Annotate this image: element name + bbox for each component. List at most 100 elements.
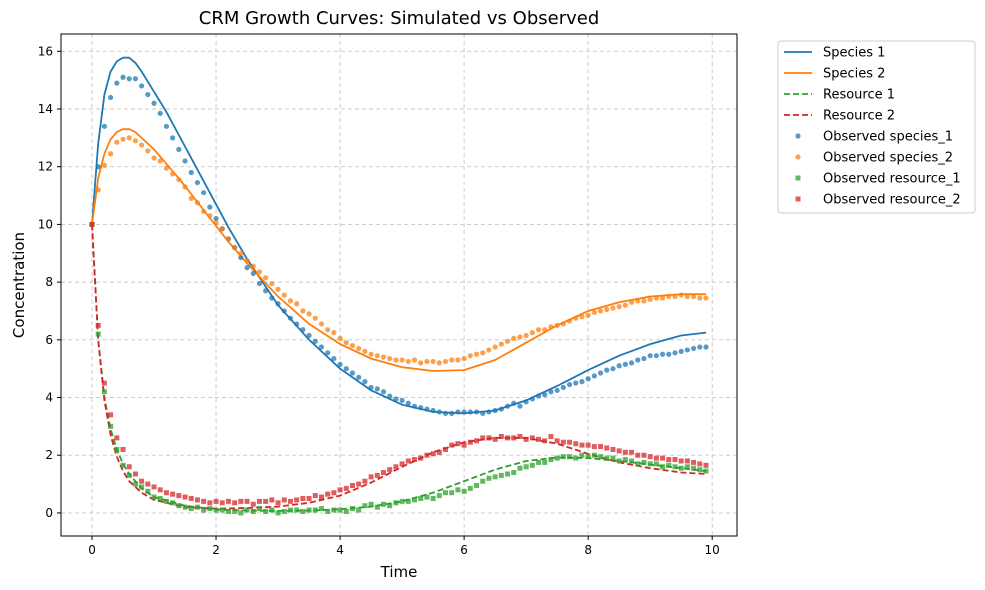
- data-point: [467, 353, 473, 359]
- data-point: [201, 507, 207, 513]
- x-tick-label: 10: [705, 543, 720, 557]
- data-point: [418, 405, 424, 411]
- data-point: [647, 454, 653, 460]
- y-tick-label: 2: [45, 448, 53, 462]
- data-point: [449, 357, 455, 363]
- data-point: [349, 483, 355, 489]
- data-point: [306, 332, 312, 339]
- data-point: [139, 478, 145, 484]
- data-point: [182, 504, 188, 510]
- data-point: [337, 361, 343, 367]
- data-point: [504, 338, 511, 344]
- data-point: [629, 458, 635, 464]
- data-point: [560, 454, 566, 460]
- data-point: [318, 494, 324, 500]
- data-point: [170, 491, 176, 497]
- data-point: [176, 503, 182, 509]
- data-point: [461, 488, 467, 494]
- data-point: [703, 344, 709, 350]
- legend-label: Species 1: [823, 46, 885, 61]
- data-point: [287, 498, 293, 504]
- data-point: [101, 389, 107, 395]
- data-point: [399, 498, 405, 504]
- data-point: [659, 295, 666, 301]
- data-point: [380, 470, 386, 476]
- x-axis-label: Time: [380, 563, 418, 581]
- data-point: [294, 507, 300, 513]
- series-line-0: [91, 56, 707, 415]
- data-point: [635, 461, 641, 467]
- data-point: [399, 397, 405, 404]
- data-point: [641, 298, 647, 304]
- x-tick-label: 8: [584, 543, 592, 557]
- data-point: [610, 446, 616, 452]
- data-point: [337, 335, 343, 341]
- data-point: [678, 292, 684, 298]
- data-point: [498, 472, 504, 478]
- data-point: [244, 507, 250, 513]
- data-point: [517, 465, 523, 471]
- data-point: [139, 484, 145, 490]
- data-point: [418, 455, 424, 461]
- data-point: [114, 139, 120, 145]
- data-point: [207, 213, 213, 219]
- data-point: [517, 403, 523, 409]
- data-point: [306, 311, 312, 317]
- data-point: [647, 296, 653, 303]
- data-point: [139, 142, 145, 148]
- data-point: [356, 481, 362, 487]
- data-point: [517, 433, 523, 439]
- data-point: [101, 123, 108, 129]
- data-point: [108, 94, 114, 101]
- data-point: [424, 452, 430, 458]
- data-point: [424, 494, 430, 500]
- data-point: [511, 470, 517, 476]
- y-tick-label: 4: [45, 391, 53, 405]
- data-point: [616, 458, 622, 464]
- data-point: [250, 501, 256, 507]
- data-point: [300, 327, 306, 333]
- data-point: [703, 462, 709, 468]
- data-point: [461, 409, 467, 415]
- data-point: [157, 158, 163, 164]
- data-point: [312, 338, 318, 344]
- data-point: [207, 204, 213, 210]
- y-tick-label: 12: [38, 160, 53, 174]
- data-point: [300, 508, 306, 514]
- data-point: [598, 454, 604, 460]
- data-point: [684, 347, 690, 353]
- legend-label: Observed resource_1: [823, 172, 961, 187]
- data-point: [622, 361, 628, 367]
- data-point: [467, 485, 473, 491]
- y-tick-label: 8: [45, 275, 53, 289]
- data-point: [616, 363, 622, 369]
- data-point: [604, 445, 610, 451]
- data-point: [132, 471, 138, 477]
- data-point: [281, 508, 287, 514]
- data-point: [672, 457, 678, 463]
- data-point: [405, 400, 411, 406]
- data-point: [225, 236, 232, 242]
- y-tick-label: 16: [38, 44, 53, 58]
- data-point: [145, 91, 151, 98]
- data-point: [331, 490, 337, 496]
- data-point: [616, 448, 622, 454]
- data-point: [256, 280, 263, 287]
- data-point: [108, 151, 114, 157]
- data-point: [269, 507, 275, 513]
- data-point: [405, 498, 411, 504]
- data-point: [430, 495, 436, 501]
- data-point: [232, 500, 238, 506]
- data-point: [424, 358, 430, 365]
- data-point: [449, 442, 455, 448]
- data-point: [597, 370, 604, 376]
- data-point: [511, 335, 517, 341]
- data-point: [362, 348, 368, 354]
- legend-label: Species 2: [823, 67, 885, 82]
- data-point: [703, 468, 709, 474]
- data-point: [691, 465, 697, 471]
- y-axis-label: Concentration: [10, 232, 28, 338]
- data-point: [101, 380, 107, 386]
- data-point: [331, 330, 337, 336]
- data-point: [225, 508, 231, 514]
